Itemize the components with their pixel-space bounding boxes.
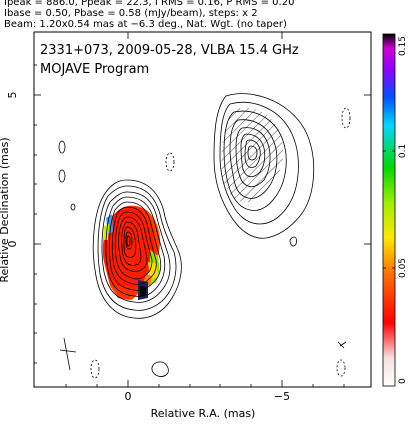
- noise-contours: [58, 107, 351, 379]
- core-contours: [92, 179, 182, 319]
- colorbar-label-005: 0.05: [398, 258, 408, 278]
- axis-ticks: [34, 32, 371, 387]
- header-intensity-stats: Ipeak = 886.0, Ppeak = 22.3, I RMS = 0.1…: [4, 0, 295, 8]
- jet-hatched-region: [221, 107, 284, 203]
- core-polarization-map: [102, 205, 161, 300]
- header-beam-info: Beam: 1.20x0.54 mas at −6.3 deg., Nat. W…: [4, 19, 287, 30]
- plot-title: 2331+073, 2009-05-28, VLBA 15.4 GHz: [40, 43, 299, 58]
- colorbar-label-0: 0: [398, 378, 408, 384]
- colorbar-label-01: 0.1: [398, 144, 408, 158]
- colorbar-label-015: 0.15: [398, 36, 408, 56]
- header-base-levels: Ibase = 0.50, Pbase = 0.58 (mJy/beam), s…: [4, 8, 258, 19]
- x-axis-label: Relative R.A. (mas): [151, 407, 256, 420]
- y-axis-label: Relative Declination (mas): [0, 137, 11, 282]
- y-tick-label-5: 5: [6, 92, 19, 99]
- plot-subtitle: MOJAVE Program: [40, 62, 149, 77]
- y-tick-label-0: 0: [6, 241, 19, 248]
- x-tick-label-neg5: −5: [274, 390, 290, 403]
- plot-frame: [33, 31, 372, 388]
- colorbar: [382, 33, 396, 387]
- colorbar-ticks: [383, 150, 395, 269]
- jet-contours: [213, 93, 315, 239]
- x-tick-label-0: 0: [125, 390, 132, 403]
